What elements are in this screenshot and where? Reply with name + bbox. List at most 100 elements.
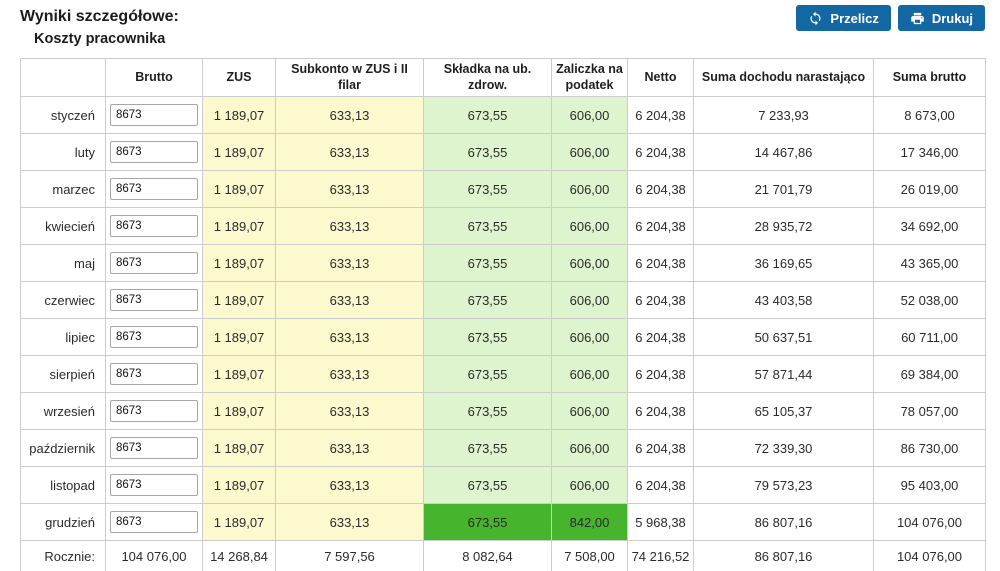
header-subkonto: Subkonto w ZUS i II filar [275,58,424,97]
printer-icon [910,11,925,26]
month-label: marzec [20,170,106,208]
summary-suma-brutto: 104 076,00 [873,540,986,571]
suma-brutto-cell: 17 346,00 [873,133,986,171]
brutto-input[interactable] [110,178,198,200]
zaliczka-cell: 606,00 [551,133,628,171]
netto-cell: 6 204,38 [627,207,694,245]
netto-cell: 6 204,38 [627,244,694,282]
summary-row: Rocznie: 104 076,00 14 268,84 7 597,56 8… [20,540,986,571]
brutto-input[interactable] [110,400,198,422]
brutto-input[interactable] [110,141,198,163]
brutto-cell [105,355,203,393]
brutto-cell [105,281,203,319]
zus-cell: 1 189,07 [202,244,276,282]
month-label: styczeń [20,96,106,134]
header-suma-brutto: Suma brutto [873,58,986,97]
subkonto-cell: 633,13 [275,207,424,245]
suma-brutto-cell: 26 019,00 [873,170,986,208]
suma-brutto-cell: 8 673,00 [873,96,986,134]
results-table: Brutto ZUS Subkonto w ZUS i II filar Skł… [20,58,986,571]
skladka-cell: 673,55 [423,392,552,430]
skladka-cell: 673,55 [423,133,552,171]
netto-cell: 6 204,38 [627,133,694,171]
suma-brutto-cell: 60 711,00 [873,318,986,356]
suma-dochodu-cell: 43 403,58 [693,281,874,319]
suma-dochodu-cell: 57 871,44 [693,355,874,393]
zus-cell: 1 189,07 [202,355,276,393]
netto-cell: 6 204,38 [627,429,694,467]
brutto-input[interactable] [110,289,198,311]
month-label: sierpień [20,355,106,393]
skladka-cell: 673,55 [423,503,552,541]
zaliczka-cell: 606,00 [551,318,628,356]
recalculate-button[interactable]: Przelicz [796,5,891,31]
brutto-input[interactable] [110,252,198,274]
netto-cell: 6 204,38 [627,466,694,504]
brutto-input[interactable] [110,215,198,237]
suma-brutto-cell: 78 057,00 [873,392,986,430]
skladka-cell: 673,55 [423,281,552,319]
brutto-cell [105,96,203,134]
print-button-label: Drukuj [931,10,973,26]
header-month [20,58,106,97]
suma-brutto-cell: 86 730,00 [873,429,986,467]
zus-cell: 1 189,07 [202,281,276,319]
subkonto-cell: 633,13 [275,244,424,282]
skladka-cell: 673,55 [423,170,552,208]
netto-cell: 6 204,38 [627,318,694,356]
brutto-input[interactable] [110,511,198,533]
suma-dochodu-cell: 28 935,72 [693,207,874,245]
brutto-input[interactable] [110,326,198,348]
month-label: kwiecień [20,207,106,245]
brutto-input[interactable] [110,474,198,496]
subkonto-cell: 633,13 [275,96,424,134]
skladka-cell: 673,55 [423,355,552,393]
brutto-cell [105,133,203,171]
month-label: wrzesień [20,392,106,430]
summary-label: Rocznie: [20,540,106,571]
zaliczka-cell: 606,00 [551,392,628,430]
netto-cell: 6 204,38 [627,355,694,393]
summary-zus: 14 268,84 [202,540,276,571]
header-row: Brutto ZUS Subkonto w ZUS i II filar Skł… [20,58,986,97]
zus-cell: 1 189,07 [202,133,276,171]
zaliczka-cell: 606,00 [551,244,628,282]
zus-cell: 1 189,07 [202,96,276,134]
sync-icon [808,11,823,26]
header-zaliczka-podatek: Zaliczka na podatek [551,58,628,97]
print-button[interactable]: Drukuj [897,5,985,31]
brutto-cell [105,503,203,541]
skladka-cell: 673,55 [423,318,552,356]
brutto-input[interactable] [110,104,198,126]
suma-dochodu-cell: 86 807,16 [693,503,874,541]
brutto-input[interactable] [110,437,198,459]
month-label: lipiec [20,318,106,356]
zaliczka-cell: 606,00 [551,355,628,393]
zus-cell: 1 189,07 [202,170,276,208]
netto-cell: 6 204,38 [627,281,694,319]
zus-cell: 1 189,07 [202,207,276,245]
skladka-cell: 673,55 [423,207,552,245]
zus-cell: 1 189,07 [202,503,276,541]
month-label: maj [20,244,106,282]
month-label: czerwiec [20,281,106,319]
month-label: listopad [20,466,106,504]
zus-cell: 1 189,07 [202,466,276,504]
brutto-input[interactable] [110,363,198,385]
netto-cell: 6 204,38 [627,170,694,208]
brutto-cell [105,170,203,208]
netto-cell: 6 204,38 [627,96,694,134]
suma-dochodu-cell: 79 573,23 [693,466,874,504]
brutto-cell [105,392,203,430]
summary-subkonto: 7 597,56 [275,540,424,571]
